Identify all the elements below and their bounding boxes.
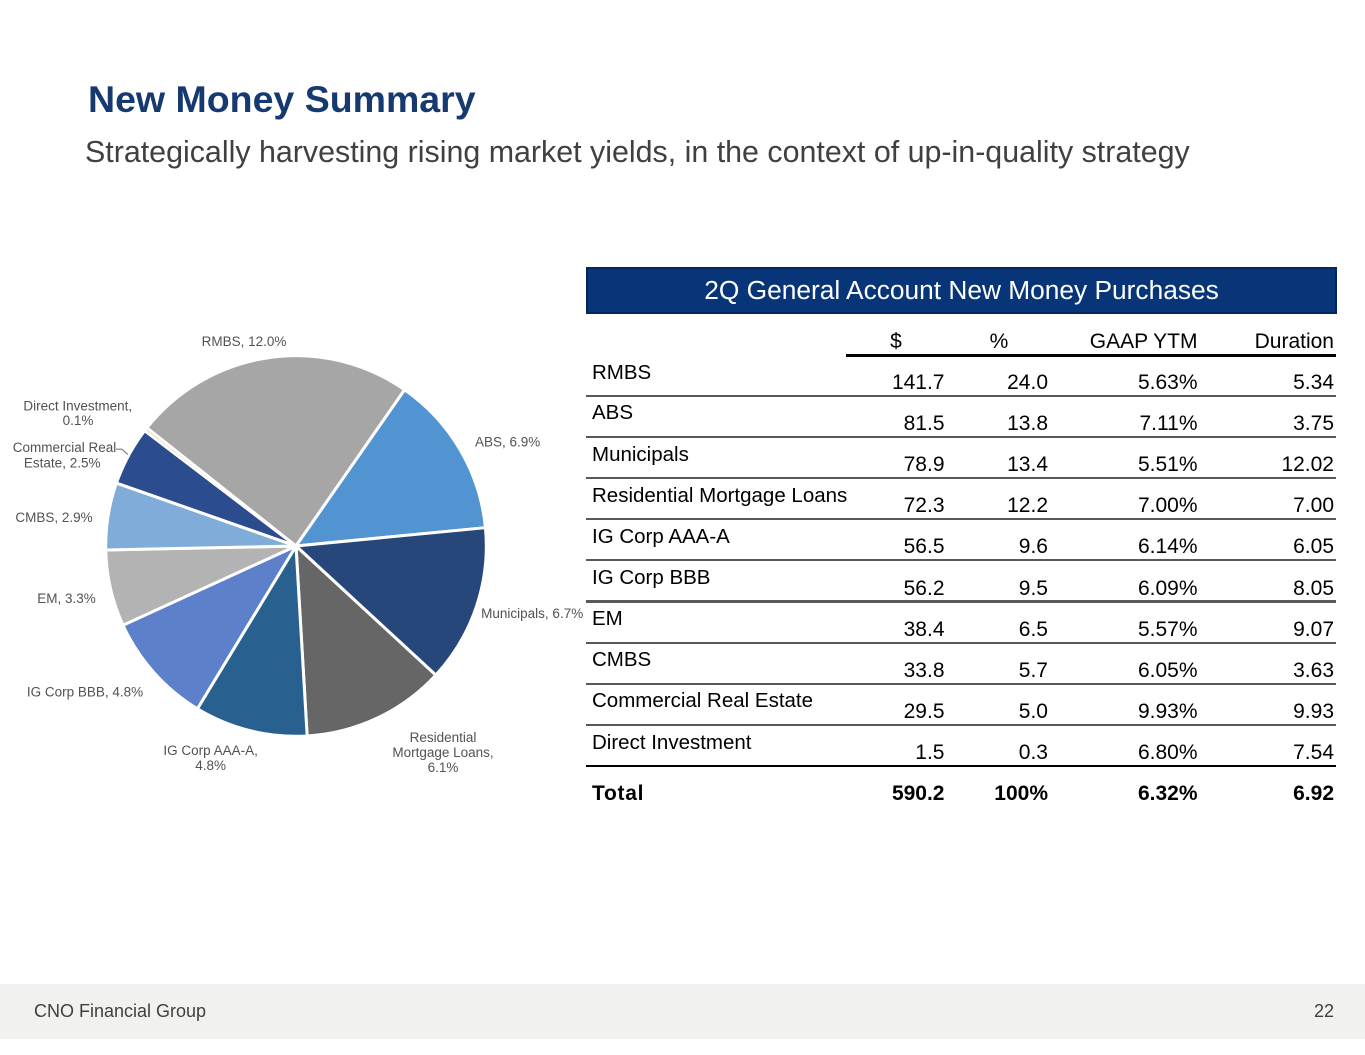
svg-text:4.8%: 4.8%	[195, 758, 226, 773]
svg-text:Residential: Residential	[410, 730, 477, 745]
svg-text:RMBS, 12.0%: RMBS, 12.0%	[202, 334, 287, 349]
svg-text:Estate, 2.5%: Estate, 2.5%	[24, 455, 101, 470]
svg-text:Municipals, 6.7%: Municipals, 6.7%	[481, 606, 583, 621]
svg-text:IG Corp AAA-A,: IG Corp AAA-A,	[163, 743, 258, 758]
svg-text:Commercial Real: Commercial Real	[13, 440, 117, 455]
svg-text:6.1%: 6.1%	[428, 760, 459, 775]
svg-text:0.1%: 0.1%	[63, 413, 94, 428]
svg-text:ABS, 6.9%: ABS, 6.9%	[475, 435, 540, 450]
svg-text:EM, 3.3%: EM, 3.3%	[37, 591, 96, 606]
svg-text:CMBS, 2.9%: CMBS, 2.9%	[15, 510, 92, 525]
svg-text:Mortgage Loans,: Mortgage Loans,	[392, 745, 493, 760]
svg-text:IG Corp BBB, 4.8%: IG Corp BBB, 4.8%	[27, 685, 143, 700]
svg-text:Direct Investment,: Direct Investment,	[23, 399, 132, 414]
